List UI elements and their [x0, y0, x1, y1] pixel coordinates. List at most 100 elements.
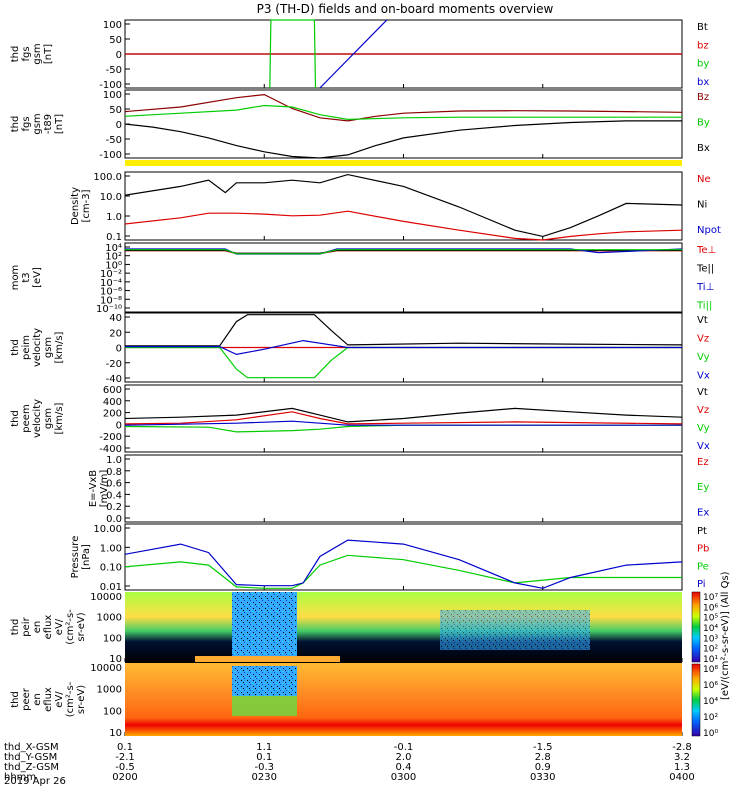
y-axis-label: eflux: [43, 687, 54, 712]
y-axis-label: peem: [21, 404, 32, 432]
y-tick-label: 10000: [90, 663, 122, 674]
y-axis-label: [mV/m]: [99, 470, 110, 508]
time-axis-value: 0.4: [396, 762, 412, 773]
legend-entry: Ne: [697, 174, 711, 185]
colorbar-tick: 10²: [703, 713, 718, 723]
y-tick-label: 600: [103, 385, 122, 396]
legend-entry: Ni: [697, 200, 707, 211]
y-axis-label: velocity: [32, 328, 43, 367]
series-line-Ti||: [125, 249, 682, 255]
series-line-By: [124, 104, 682, 121]
time-axis-value: 0.9: [535, 762, 551, 773]
y-tick-label: 50: [109, 35, 122, 46]
colorbar-tick: 10²: [703, 645, 718, 655]
y-axis-label: thd: [10, 46, 21, 63]
legend-entry: Te⊥: [696, 245, 716, 256]
legend-entry: Vy: [697, 352, 710, 363]
y-axis-label: gsm: [32, 43, 43, 64]
y-axis-label: fgs: [21, 116, 32, 131]
series-line-Vy: [125, 346, 682, 379]
time-axis-value: -0.3: [254, 762, 274, 773]
y-tick-label: 0.1: [106, 232, 122, 243]
colorbar-tick: 10⁴: [703, 624, 718, 634]
panel-fgs-t89: 100 50 0 -50 -100 thd fgs gsm -t89 [nT] Bz By Bx: [10, 89, 710, 161]
legend-entry: Ex: [697, 507, 709, 518]
y-tick-label: 0: [116, 50, 122, 61]
legend-entry: Pb: [697, 544, 709, 555]
legend-entry: Npot: [697, 225, 721, 236]
panel-frame: [124, 171, 683, 241]
time-axis-value: 0.1: [117, 742, 133, 753]
y-tick-label: 10: [109, 728, 122, 739]
peir-colorbar: [691, 591, 701, 663]
colorbar-tick: 10⁶: [703, 603, 718, 613]
date-label: 2019 Apr 26: [4, 776, 66, 787]
y-tick-label: 200: [103, 409, 122, 420]
panel-frame: [124, 242, 683, 313]
y-tick-label: -40: [106, 374, 122, 385]
series-line-Vt: [124, 407, 683, 423]
y-tick-label: 10: [109, 654, 122, 665]
y-tick-label: 0.0: [106, 514, 122, 525]
time-axis-value: -0.1: [394, 742, 414, 753]
status-bar: [125, 160, 682, 166]
y-axis-label: thd: [10, 339, 21, 356]
y-axis-label: thd: [10, 410, 21, 427]
legend-entry: Vx: [697, 441, 710, 452]
y-tick-label: 1000: [97, 613, 122, 624]
time-axis-value: -2.1: [115, 752, 135, 763]
colorbar-tick: 10¹: [703, 655, 718, 665]
time-axis-value: 0300: [391, 772, 416, 783]
legend-entry: Vz: [697, 405, 709, 416]
colorbar-tick: 10⁷: [703, 593, 718, 603]
series-line-Ni: [124, 173, 683, 238]
y-axis-label: E=-VxB: [88, 470, 99, 507]
y-axis-label: gsm: [43, 408, 54, 429]
series-line-Vx: [125, 339, 682, 356]
y-axis-label: -t89: [43, 114, 54, 134]
panel-peim: 40 20 0 -20 -40 thd peim velocity gsm [km/s] Vt Vz V…: [10, 312, 710, 385]
y-tick-label: -200: [99, 432, 122, 443]
legend-entry: Pt: [697, 526, 707, 537]
legend-entry: Vt: [697, 315, 708, 326]
panel-efield: 1.00.80.60.40.20.0 E=-VxB [mV/m] Ez Ey Ex: [88, 454, 709, 525]
y-tick-label: 10⁻²: [100, 269, 122, 280]
y-tick-label: 50: [109, 105, 122, 116]
series-line-Bx: [124, 120, 682, 159]
panel-pressure: 10.00 1.00 0.10 0.01 Pressure [nPa] Pt Pb Pe Pi: [70, 523, 709, 593]
legend-entry: Bz: [697, 92, 709, 103]
y-tick-label: -100: [99, 80, 122, 91]
legend-entry: bz: [697, 40, 709, 51]
y-axis-label: [nT]: [54, 114, 65, 134]
y-tick-label: 100: [103, 20, 122, 31]
y-tick-label: 40: [109, 313, 122, 324]
panel-density: 100.0 10.0 1.0 0.1 Density [cm-3] Ne Ni Npot: [70, 171, 721, 243]
legend-entry: Ti⊥: [696, 282, 714, 293]
y-tick-label: 0: [116, 420, 122, 431]
series-line-Vx: [124, 420, 682, 426]
y-axis-label: peer: [21, 687, 32, 711]
legend-entry: Ey: [697, 482, 709, 493]
y-tick-label: 1.0: [106, 212, 122, 223]
y-axis-label: fgs: [21, 46, 32, 61]
y-tick-label: 0.8: [106, 467, 122, 478]
y-tick-label: -20: [106, 359, 122, 370]
time-axis-value: -2.8: [672, 742, 692, 753]
y-axis-label: thd: [10, 619, 21, 636]
y-axis-label: t3: [21, 272, 32, 282]
time-axis-value: 2.8: [535, 752, 551, 763]
time-axis-value: 0330: [530, 772, 555, 783]
y-axis-label: eflux: [43, 615, 54, 640]
y-tick-label: 100: [103, 90, 122, 101]
y-tick-label: -50: [106, 135, 122, 146]
y-tick-label: 10⁰: [105, 260, 122, 271]
panel-fgs: 100 50 0 -50 -100 thd fgs gsm [nT] Bt bz by bx: [10, 19, 709, 91]
y-tick-label: 10.0: [100, 192, 122, 203]
y-axis-label: Density: [70, 187, 81, 225]
y-axis-label: eV/: [54, 691, 65, 708]
peer-colorbar: [691, 663, 701, 737]
colorbar-tick: 10⁰: [703, 729, 718, 739]
legend-entry: Vx: [697, 371, 710, 382]
